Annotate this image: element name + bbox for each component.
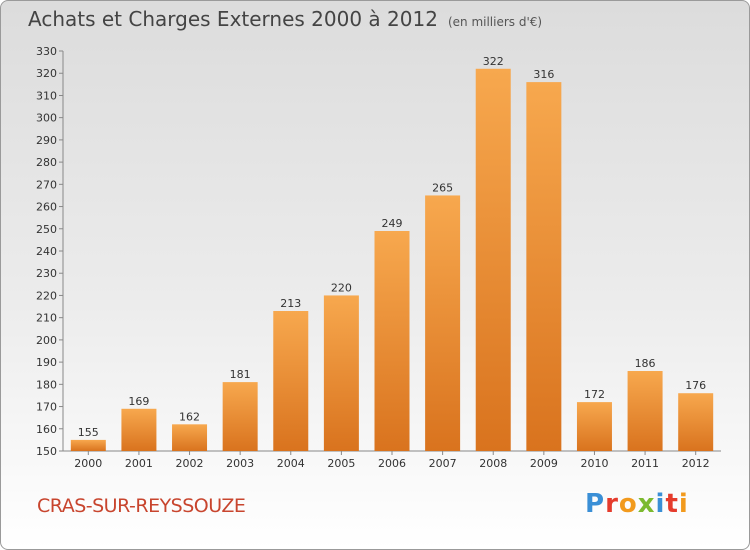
x-tick-label: 2005 xyxy=(327,457,355,470)
bar xyxy=(222,382,258,451)
bar xyxy=(323,295,359,451)
logo-letter: P xyxy=(585,489,606,519)
x-tick-label: 2007 xyxy=(429,457,457,470)
y-tick-label: 260 xyxy=(36,201,57,214)
x-tick-label: 2012 xyxy=(682,457,710,470)
y-tick-label: 280 xyxy=(36,156,57,169)
commune-name: CRAS-SUR-REYSSOUZE xyxy=(37,495,246,517)
bar xyxy=(627,371,663,451)
bar-value-label: 176 xyxy=(685,379,706,392)
x-tick-label: 2003 xyxy=(226,457,254,470)
bar-value-label: 181 xyxy=(230,368,251,381)
bar xyxy=(526,82,562,451)
y-tick-label: 330 xyxy=(36,45,57,58)
bar-value-label: 316 xyxy=(533,68,554,81)
x-tick-label: 2002 xyxy=(176,457,204,470)
x-tick-label: 2000 xyxy=(74,457,102,470)
x-tick-label: 2008 xyxy=(479,457,507,470)
bar-value-label: 162 xyxy=(179,410,200,423)
bar xyxy=(121,408,157,451)
y-tick-label: 150 xyxy=(36,445,57,458)
bar xyxy=(576,402,612,451)
y-tick-label: 250 xyxy=(36,223,57,236)
y-tick-label: 200 xyxy=(36,334,57,347)
bar xyxy=(425,195,461,451)
bar-value-label: 265 xyxy=(432,181,453,194)
chart-bars: 155 169 162 181 213 220 249 265 322 316 172 186 176 xyxy=(70,55,714,452)
bar-value-label: 213 xyxy=(280,297,301,310)
bar-value-label: 322 xyxy=(483,55,504,68)
x-tick-label: 2011 xyxy=(631,457,659,470)
y-tick-label: 240 xyxy=(36,245,57,258)
y-tick-label: 180 xyxy=(36,378,57,391)
x-tick-label: 2001 xyxy=(125,457,153,470)
y-tick-label: 310 xyxy=(36,89,57,102)
y-tick-label: 210 xyxy=(36,312,57,325)
y-tick-label: 300 xyxy=(36,112,57,125)
bar-value-label: 169 xyxy=(128,395,149,408)
proxiti-logo: Proxiti xyxy=(585,489,689,519)
logo-letter: i xyxy=(678,489,689,519)
chart-axes: 150 160 170 180 190 200 210 220 230 240 250 260 270 2… xyxy=(36,45,721,470)
bar xyxy=(172,424,208,451)
y-tick-label: 320 xyxy=(36,67,57,80)
bar xyxy=(273,311,309,451)
y-tick-label: 160 xyxy=(36,423,57,436)
x-tick-label: 2006 xyxy=(378,457,406,470)
y-tick-label: 290 xyxy=(36,134,57,147)
x-tick-label: 2009 xyxy=(530,457,558,470)
bar xyxy=(70,439,106,451)
y-tick-label: 190 xyxy=(36,356,57,369)
chart-title-text: Achats et Charges Externes 2000 à 2012 xyxy=(28,7,438,31)
bar-value-label: 186 xyxy=(635,357,656,370)
y-tick-label: 170 xyxy=(36,401,57,414)
y-tick-label: 220 xyxy=(36,289,57,302)
y-tick-label: 230 xyxy=(36,267,57,280)
bar-value-label: 155 xyxy=(78,426,99,439)
bar-value-label: 249 xyxy=(382,217,403,230)
x-tick-label: 2004 xyxy=(277,457,305,470)
logo-letter: o xyxy=(618,489,638,519)
x-tick-label: 2010 xyxy=(580,457,608,470)
chart-unit: (en milliers d'€) xyxy=(447,15,543,29)
logo-letter: x xyxy=(637,489,656,519)
logo-letter: i xyxy=(655,489,666,519)
logo-letter: r xyxy=(605,489,619,519)
chart-title: Achats et Charges Externes 2000 à 2012 (e… xyxy=(28,7,542,31)
bar-value-label: 172 xyxy=(584,388,605,401)
y-tick-label: 270 xyxy=(36,178,57,191)
bar xyxy=(374,231,410,451)
bar xyxy=(678,393,714,451)
bar-value-label: 220 xyxy=(331,281,352,294)
bar xyxy=(475,68,511,452)
logo-letter: t xyxy=(665,489,679,519)
